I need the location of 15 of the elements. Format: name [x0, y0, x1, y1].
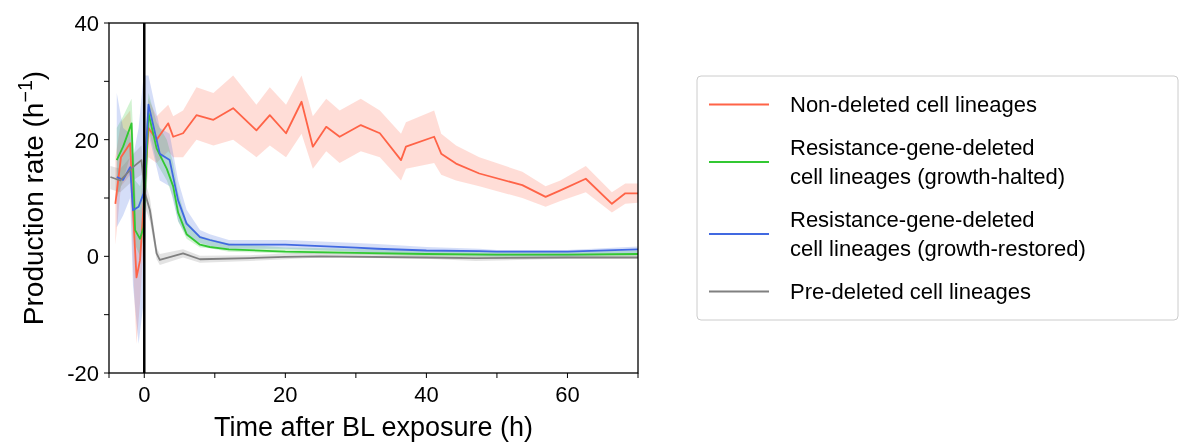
y-tick-label: -20 [67, 361, 99, 386]
legend-label: Resistance-gene-deleted cell lineages (growth-halted) [790, 135, 1066, 189]
y-tick-label: 40 [74, 11, 99, 36]
x-tick-label: 40 [414, 382, 439, 407]
y-tick-label: 0 [86, 244, 99, 270]
x-tick-label: 60 [555, 382, 580, 407]
x-tick-label: 20 [273, 382, 298, 407]
x-tick-label: 0 [138, 382, 151, 407]
legend-label: Resistance-gene-deleted cell lineages (growth-restored) [790, 207, 1086, 261]
legend-label: Pre-deleted cell lineages [790, 279, 1031, 304]
line-series [114, 100, 638, 279]
y-tick-label: 20 [74, 127, 99, 153]
line-series [109, 159, 638, 261]
legend-label: Non-deleted cell lineages [790, 92, 1038, 117]
x-axis-title: Time after BL exposure (h) [213, 412, 534, 442]
